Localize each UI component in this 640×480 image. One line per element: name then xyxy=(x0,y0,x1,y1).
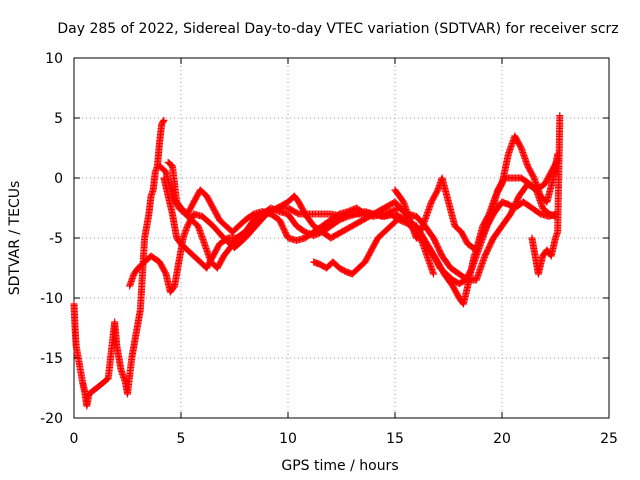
data-point xyxy=(160,116,168,124)
x-tick-label: 0 xyxy=(70,431,79,447)
y-tick-labels: -20 -15 -10 -5 0 5 10 xyxy=(40,51,63,427)
x-tick-label: 20 xyxy=(493,431,511,447)
data-points xyxy=(70,112,564,410)
x-tick-label: 5 xyxy=(177,431,186,447)
y-tick-label: 5 xyxy=(54,111,63,127)
x-tick-label: 25 xyxy=(600,431,618,447)
x-tick-labels: 0 5 10 15 20 25 xyxy=(70,431,618,447)
y-tick-label: -5 xyxy=(49,231,63,247)
x-tick-label: 15 xyxy=(386,431,404,447)
x-tick-label: 10 xyxy=(279,431,297,447)
data-point xyxy=(392,217,400,225)
y-tick-label: -15 xyxy=(40,351,63,367)
data-point xyxy=(430,270,438,278)
y-tick-label: 0 xyxy=(54,171,63,187)
data-point xyxy=(556,112,564,120)
y-tick-label: -20 xyxy=(40,411,63,427)
chart-title: Day 285 of 2022, Sidereal Day-to-day VTE… xyxy=(57,21,618,37)
data-point xyxy=(393,216,401,224)
y-tick-label: -10 xyxy=(40,291,63,307)
y-tick-label: 10 xyxy=(45,51,63,67)
y-axis-label: SDTVAR / TECUs xyxy=(7,181,23,296)
x-axis-label: GPS time / hours xyxy=(281,458,398,474)
tick-marks xyxy=(73,57,610,419)
data-point xyxy=(159,118,167,126)
